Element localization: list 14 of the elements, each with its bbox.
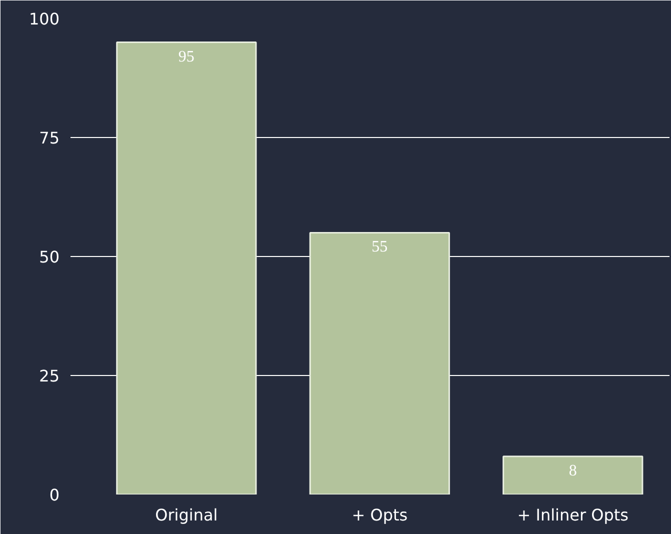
y-tick-label: 50 bbox=[39, 248, 60, 266]
bar bbox=[309, 232, 450, 494]
x-tick-label: Original bbox=[155, 506, 218, 524]
data-label: 8 bbox=[568, 462, 577, 480]
y-tick-label: 100 bbox=[28, 10, 60, 28]
data-label: 95 bbox=[178, 48, 194, 66]
x-tick-label: + Inliner Opts bbox=[517, 506, 629, 524]
y-tick-label: 75 bbox=[39, 128, 60, 148]
bar bbox=[116, 42, 257, 494]
bar bbox=[502, 456, 644, 494]
data-label: 55 bbox=[372, 238, 388, 256]
y-tick-label: 25 bbox=[39, 366, 60, 386]
x-tick-label: + Opts bbox=[352, 506, 408, 524]
y-tick-label: 0 bbox=[49, 486, 60, 504]
